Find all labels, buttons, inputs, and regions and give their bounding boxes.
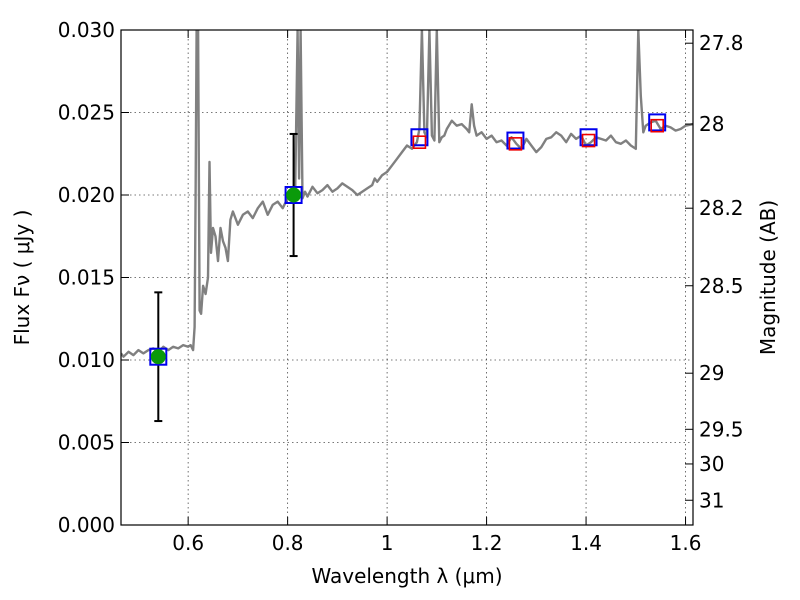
observed-point-1 [286,187,302,203]
y2-tick-label-2: 28.2 [699,196,744,220]
y-tick-label-2: 0.010 [58,348,115,372]
plot-area [121,30,693,423]
x-tick-label-1: 0.8 [272,531,304,555]
spectrum-series [121,30,693,358]
blue-square-0 [149,347,168,366]
blue-square-1 [284,186,303,204]
observed-point-0 [150,349,166,365]
spectrum-line [121,30,693,358]
x-tick-label-2: 1 [381,531,394,555]
y-axis-label: Flux Fν ( μJy ) [10,210,34,346]
y2-tick-label-5: 29.5 [699,417,744,441]
blue-square-markers [149,113,667,366]
y2-tick-label-0: 27.8 [699,31,744,55]
red-square-0 [412,135,427,149]
x-tick-label-3: 1.2 [471,531,503,555]
red-square-2 [581,133,596,148]
blue-square-5 [648,113,667,132]
blue-square-3 [506,131,525,150]
axis-ticks: 0.6 0.8 1 1.2 1.4 1.6 0.000 0.005 0.010 0.015 0.02… [58,18,744,555]
red-square-markers [412,118,664,151]
x-tick-label-4: 1.4 [570,531,602,555]
y-tick-label-1: 0.005 [58,431,115,455]
y-tick-label-0: 0.000 [58,513,115,537]
x-tick-label-0: 0.6 [172,531,204,555]
y-tick-label-6: 0.030 [58,18,115,42]
y2-tick-label-4: 29 [699,361,724,385]
y-tick-label-5: 0.025 [58,101,115,125]
blue-square-2 [410,128,429,147]
y2-axis-label: Magnitude (AB) [756,200,780,355]
y2-tick-label-6: 30 [699,452,724,476]
y2-tick-label-7: 31 [699,488,724,512]
y-tick-label-4: 0.020 [58,183,115,207]
y2-tick-label-3: 28.5 [699,274,744,298]
x-tick-label-5: 1.6 [670,531,702,555]
blue-square-4 [579,128,598,147]
red-square-1 [508,137,523,151]
red-square-3 [650,118,664,133]
green-circle-markers [150,187,302,365]
y-tick-label-3: 0.015 [58,266,115,290]
y2-tick-label-1: 28 [699,112,724,136]
x-axis-label: Wavelength λ (μm) [311,564,502,588]
